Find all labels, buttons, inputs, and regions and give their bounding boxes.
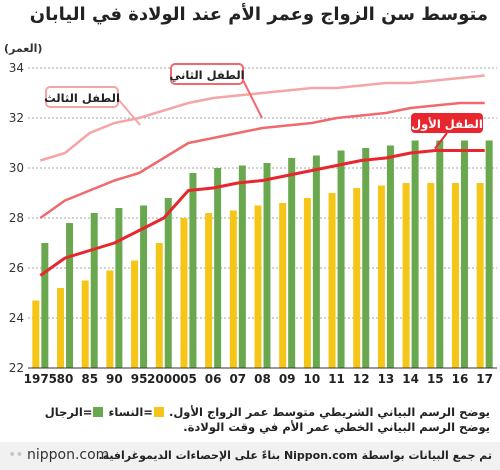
x-tick-label: 12 <box>353 372 370 386</box>
bar-women <box>57 288 65 368</box>
bar-women <box>353 188 361 368</box>
bar-men <box>164 198 172 368</box>
legend-women-swatch <box>153 407 164 417</box>
x-tick-label: 1975 <box>24 372 57 386</box>
bar-women <box>254 205 262 368</box>
bar-women <box>81 280 89 368</box>
labels: الطفل الثالث الطفل الثاني الطفل الأول <box>44 63 483 150</box>
bar-women <box>279 203 287 368</box>
bar-men <box>411 140 419 368</box>
bar-men <box>189 173 197 368</box>
legend-row-2: يوضح الرسم البياني الخطي عمر الأم في وقت… <box>10 420 490 435</box>
bar-women <box>32 300 40 368</box>
x-tick-label: 08 <box>254 372 271 386</box>
bars <box>32 140 493 368</box>
bar-women <box>427 183 435 368</box>
logo-dots: •• <box>8 447 23 463</box>
bar-men <box>436 140 444 368</box>
annotation-third-child-box <box>45 86 119 108</box>
bar-men <box>460 140 468 368</box>
y-tick-label: 28 <box>9 211 24 225</box>
legend-row-1: يوضح الرسم البياني الشريطي متوسط عمر الز… <box>10 405 490 420</box>
y-unit-label: (العمر) <box>4 42 42 55</box>
bar-women <box>131 260 139 368</box>
bar-men <box>362 148 370 368</box>
bar-women <box>205 213 213 368</box>
y-tick-label: 26 <box>9 261 24 275</box>
logo-text: nippon.com <box>26 447 110 463</box>
line-second-child <box>39 101 485 220</box>
bar-women <box>106 270 114 368</box>
bar-women <box>229 210 237 368</box>
bar-men <box>214 168 222 368</box>
legend-women-label: =النساء <box>108 405 153 419</box>
nippon-logo: •• nippon.com <box>8 447 109 463</box>
y-tick-label: 34 <box>9 61 24 75</box>
y-tick-label: 24 <box>9 311 24 325</box>
x-tick-label: 80 <box>57 372 74 386</box>
x-tick-label: 95 <box>131 372 148 386</box>
chart-title: متوسط سن الزواج وعمر الأم عند الولادة في… <box>29 4 488 25</box>
x-tick-label: 06 <box>205 372 222 386</box>
bar-men <box>238 165 246 368</box>
x-tick-label: 17 <box>476 372 493 386</box>
line-third-child <box>39 74 485 162</box>
chart: 22 24 26 28 30 32 34 (العمر) 1975 80 85 90 95 2000 05 0… <box>4 42 497 386</box>
bar-men <box>485 140 493 368</box>
bar-women <box>180 218 188 368</box>
x-tick-label: 13 <box>378 372 395 386</box>
x-tick-label: 85 <box>81 372 98 386</box>
y-tick-label: 32 <box>9 111 24 125</box>
annotation-second-child-label: الطفل الثاني <box>169 68 244 82</box>
annotation-third-child-label: الطفل الثالث <box>44 91 120 105</box>
x-tick-label: 2000 <box>147 372 180 386</box>
x-tick-label: 09 <box>279 372 296 386</box>
bar-men <box>337 150 345 368</box>
lines <box>39 74 485 277</box>
annotation-second-child-leader <box>242 79 263 119</box>
bar-women <box>155 243 163 368</box>
x-tick-label: 90 <box>106 372 123 386</box>
bar-women <box>303 198 311 368</box>
bar-women <box>377 185 385 368</box>
annotation-first-child-box <box>411 113 483 133</box>
bar-men <box>288 158 296 368</box>
x-tick-label: 11 <box>328 372 345 386</box>
bar-men <box>115 208 123 368</box>
axes: 22 24 26 28 30 32 34 (العمر) 1975 80 85 90 95 2000 05 0… <box>4 42 497 386</box>
x-tick-label: 10 <box>304 372 321 386</box>
bar-men <box>263 163 271 368</box>
x-tick-label: 05 <box>180 372 197 386</box>
legend-line1-text: يوضح الرسم البياني الشريطي متوسط عمر الز… <box>168 405 490 419</box>
y-tick-label: 22 <box>9 361 24 375</box>
y-tick-label: 30 <box>9 161 24 175</box>
bar-men <box>66 223 74 368</box>
bar-men <box>90 213 98 368</box>
bar-women <box>328 193 336 368</box>
legend-men-label: =الرجال <box>44 405 93 419</box>
bar-women <box>402 183 410 368</box>
annotation-second-child-box <box>170 63 244 85</box>
annotation-third-child-leader <box>117 98 141 126</box>
bar-men <box>312 155 320 368</box>
footer: •• nippon.com تم جمع البيانات بواسطة Nip… <box>0 442 500 470</box>
bar-men <box>41 243 49 368</box>
line-first-child <box>39 149 485 277</box>
bar-women <box>451 183 459 368</box>
x-tick-label: 16 <box>452 372 469 386</box>
legend: يوضح الرسم البياني الشريطي متوسط عمر الز… <box>10 405 490 435</box>
legend-line2-text: يوضح الرسم البياني الخطي عمر الأم في وقت… <box>183 420 490 434</box>
annotation-first-child-label: الطفل الأول <box>411 117 483 132</box>
bar-men <box>386 145 394 368</box>
x-tick-label: 15 <box>427 372 444 386</box>
x-tick-label: 14 <box>402 372 419 386</box>
x-tick-label: 07 <box>229 372 246 386</box>
bar-women <box>476 183 484 368</box>
legend-men-swatch <box>93 407 104 417</box>
bar-men <box>140 205 148 368</box>
source-note: تم جمع البيانات بواسطة Nippon.com بناءً … <box>98 449 492 462</box>
annotation-first-child-leader <box>434 132 448 150</box>
